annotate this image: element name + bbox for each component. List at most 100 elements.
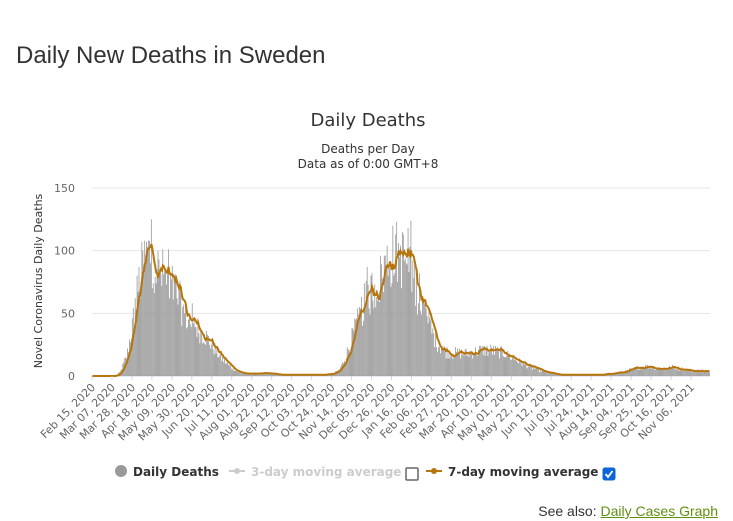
daily-deaths-bar [229, 365, 231, 376]
daily-deaths-bar [126, 358, 128, 376]
daily-deaths-bar [661, 369, 663, 376]
daily-deaths-bar [656, 369, 658, 376]
daily-deaths-bar [240, 372, 242, 376]
daily-deaths-bar [246, 373, 247, 376]
daily-deaths-bar [359, 307, 360, 376]
daily-deaths-bar [381, 278, 383, 376]
daily-deaths-bar [545, 372, 547, 376]
daily-deaths-bar [668, 367, 669, 376]
daily-deaths-bar [395, 234, 397, 376]
daily-deaths-bar [239, 372, 241, 376]
daily-deaths-bar [494, 354, 495, 376]
daily-deaths-bar [650, 367, 651, 376]
daily-deaths-bar [558, 374, 560, 376]
daily-deaths-bar [431, 333, 433, 376]
daily-deaths-bar [441, 348, 443, 376]
daily-deaths-bar [186, 328, 187, 376]
daily-deaths-bar [524, 364, 526, 376]
daily-deaths-bar [144, 240, 146, 376]
daily-deaths-bar [633, 367, 635, 376]
daily-deaths-bar [439, 347, 440, 376]
daily-deaths-bar [707, 370, 708, 376]
daily-deaths-bar [277, 374, 279, 376]
daily-deaths-bar [379, 302, 380, 376]
daily-deaths-bar [401, 288, 402, 376]
legend-daily-deaths-marker [115, 465, 127, 477]
daily-deaths-bar [216, 345, 218, 376]
daily-deaths-chart: Daily Deaths Deaths per Day Data as of 0… [32, 110, 710, 481]
daily-deaths-bar [644, 368, 646, 376]
daily-deaths-bar [337, 370, 339, 376]
daily-deaths-bar [468, 357, 470, 376]
daily-deaths-bar [635, 367, 637, 376]
daily-deaths-bar [250, 373, 252, 376]
daily-deaths-bar [539, 368, 541, 376]
daily-deaths-bar [498, 358, 500, 376]
daily-deaths-bar [215, 353, 217, 376]
daily-deaths-bar [202, 343, 204, 376]
daily-deaths-bar [553, 373, 554, 376]
legend-item-seven-day-average[interactable]: 7-day moving average [426, 465, 598, 479]
daily-deaths-bar [168, 249, 169, 376]
daily-deaths-bar [347, 349, 349, 376]
daily-deaths-bar [493, 345, 495, 376]
daily-deaths-bar [643, 368, 645, 376]
daily-deaths-bar [531, 365, 533, 376]
legend-item-three-day-average[interactable]: 3-day moving average [229, 465, 401, 479]
legend-seven-day-label: 7-day moving average [448, 465, 598, 479]
daily-deaths-bar [620, 373, 622, 376]
daily-deaths-bar [430, 320, 432, 376]
daily-deaths-bar [272, 373, 274, 376]
daily-deaths-bar [466, 355, 468, 376]
daily-deaths-bar [658, 367, 660, 376]
daily-cases-graph-link[interactable]: Daily Cases Graph [600, 503, 719, 519]
daily-deaths-bar [386, 245, 388, 376]
daily-deaths-bar [339, 369, 341, 376]
daily-deaths-bar [232, 368, 234, 376]
daily-deaths-bar [199, 343, 201, 376]
daily-deaths-bar [651, 368, 652, 376]
daily-deaths-bar [407, 228, 409, 376]
daily-deaths-bar [223, 362, 225, 376]
daily-deaths-bar [440, 349, 442, 376]
daily-deaths-bar [497, 347, 498, 376]
daily-deaths-bar [275, 373, 277, 376]
daily-deaths-bar [671, 364, 673, 376]
daily-deaths-bar [329, 374, 331, 376]
daily-deaths-bar [523, 362, 525, 376]
daily-deaths-bar [542, 370, 544, 376]
daily-deaths-bar [503, 357, 505, 376]
daily-deaths-bar [465, 348, 467, 376]
daily-deaths-bar [266, 373, 268, 376]
daily-deaths-bar [361, 297, 362, 376]
daily-deaths-bar [609, 374, 611, 376]
seven-day-average-checkbox[interactable] [602, 467, 616, 481]
daily-deaths-bar [224, 358, 225, 376]
daily-deaths-bar [554, 373, 555, 376]
daily-deaths-bar [474, 354, 476, 376]
daily-deaths-bar [461, 354, 463, 376]
daily-deaths-bar [543, 370, 545, 376]
daily-deaths-bar [404, 258, 406, 376]
daily-deaths-bar [460, 349, 462, 376]
daily-deaths-bar [165, 269, 167, 376]
daily-deaths-bar [355, 319, 357, 376]
daily-deaths-bar [139, 298, 141, 376]
three-day-average-checkbox[interactable] [405, 467, 419, 481]
daily-deaths-bar [703, 370, 705, 376]
daily-deaths-bar [663, 368, 665, 376]
legend-seven-day-dot-marker [431, 468, 437, 474]
daily-deaths-bar [452, 358, 454, 376]
daily-deaths-bar [392, 225, 394, 376]
legend-item-daily-deaths[interactable]: Daily Deaths [115, 465, 219, 479]
daily-deaths-bar [445, 358, 447, 376]
daily-deaths-bars [115, 219, 710, 376]
daily-deaths-bar [257, 373, 259, 376]
daily-deaths-bar [546, 373, 548, 376]
daily-deaths-bar [388, 268, 390, 376]
daily-deaths-bar [273, 374, 275, 376]
daily-deaths-bar [378, 294, 379, 376]
daily-deaths-bar [183, 304, 185, 376]
daily-deaths-bar [478, 349, 479, 376]
daily-deaths-bar [402, 234, 404, 376]
